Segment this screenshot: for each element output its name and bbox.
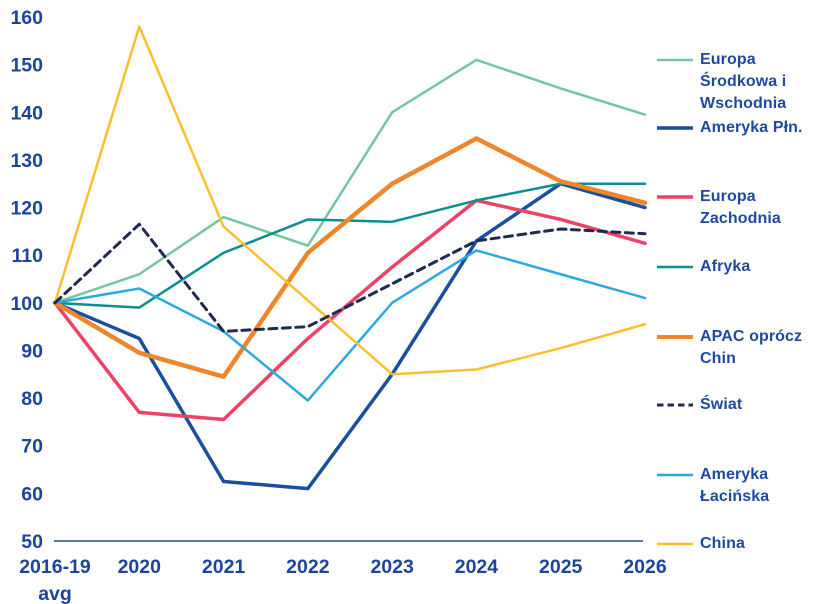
x-tick-label: 2025 xyxy=(539,556,583,578)
y-tick-label: 160 xyxy=(10,7,43,29)
series-line-5 xyxy=(52,136,648,379)
y-tick-label: 150 xyxy=(10,55,43,77)
x-tick-label: 2021 xyxy=(202,556,246,578)
x-tick-label: 2024 xyxy=(455,556,499,578)
legend-label-6: Świat xyxy=(700,396,743,413)
y-tick-label: 70 xyxy=(21,436,43,458)
series-line-1 xyxy=(53,58,647,305)
legend-label-1: Europa Środkowa i Wschodnia xyxy=(700,51,787,112)
series-line-8 xyxy=(53,25,647,376)
chart-legend: Europa Środkowa i Wschodnia Ameryka Płn. E… xyxy=(657,0,830,604)
y-tick-label: 80 xyxy=(21,388,43,410)
series-line-3 xyxy=(53,198,647,422)
legend-label-7: Ameryka Łacińska xyxy=(700,466,770,505)
x-tick-label: 2016-19 avg xyxy=(19,556,91,604)
legend-swatch-2 xyxy=(657,126,693,130)
x-tick-label: 2026 xyxy=(623,556,667,578)
y-tick-label: 130 xyxy=(10,150,43,172)
y-tick-label: 110 xyxy=(12,245,44,267)
legend-label-3: Europa Zachodnia xyxy=(700,188,781,227)
legend-label-5: APAC oprócz Chin xyxy=(700,328,803,367)
y-tick-label: 100 xyxy=(10,293,43,315)
legend-swatch-8 xyxy=(657,542,693,546)
series-line-7 xyxy=(53,249,647,402)
legend-swatch-5 xyxy=(657,335,693,339)
legend-label-4: Afryka xyxy=(700,258,751,275)
legend-label-2: Ameryka Płn. xyxy=(700,119,803,136)
x-tick-label: 2023 xyxy=(370,556,414,578)
legend-swatch-7 xyxy=(657,473,693,477)
y-tick-label: 120 xyxy=(10,198,43,220)
legend-item-8: China xyxy=(657,533,745,555)
legend-item-7: Ameryka Łacińska xyxy=(657,464,830,508)
legend-label-8: China xyxy=(700,535,745,552)
legend-item-3: Europa Zachodnia xyxy=(657,186,830,230)
legend-item-4: Afryka xyxy=(657,256,750,278)
y-tick-label: 140 xyxy=(10,102,43,124)
y-tick-label: 90 xyxy=(21,340,43,362)
series-line-6 xyxy=(53,222,647,333)
legend-item-2: Ameryka Płn. xyxy=(657,117,803,139)
legend-swatch-1 xyxy=(657,58,693,62)
legend-swatch-6 xyxy=(657,403,693,407)
x-tick-label: 2020 xyxy=(118,556,162,578)
legend-swatch-4 xyxy=(657,265,693,269)
y-tick-label: 50 xyxy=(21,531,43,553)
legend-swatch-3 xyxy=(657,195,693,199)
legend-item-6: Świat xyxy=(657,394,742,416)
y-tick-label: 60 xyxy=(21,483,43,505)
legend-item-5: APAC oprócz Chin xyxy=(657,326,830,370)
x-tick-label: 2022 xyxy=(286,556,330,578)
series-line-4 xyxy=(53,182,647,309)
legend-item-1: Europa Środkowa i Wschodnia xyxy=(657,49,830,115)
series-line-2 xyxy=(53,181,647,491)
